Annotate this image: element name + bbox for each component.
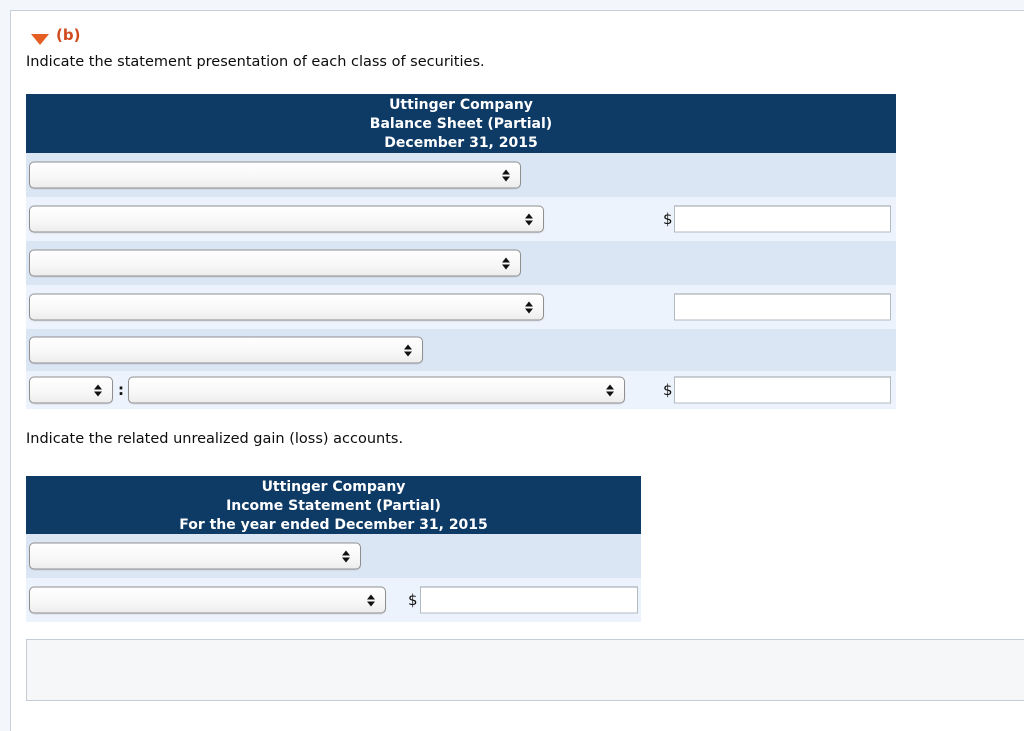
bs-title-statement: Balance Sheet (Partial) (369, 116, 553, 132)
bs-row-1 (26, 153, 896, 197)
is-amount-input[interactable] (420, 586, 638, 614)
bs-select-6b[interactable] (128, 376, 625, 404)
section-label: (b) (56, 26, 81, 44)
instruction-unrealized: Indicate the related unrealized gain (lo… (26, 431, 404, 447)
is-row-1 (26, 534, 641, 578)
dollar-sign: $ (408, 591, 418, 609)
bs-select-6a[interactable] (29, 376, 113, 404)
instruction-presentation: Indicate the statement presentation of e… (26, 54, 485, 70)
dollar-sign: $ (663, 381, 673, 399)
select-arrows-icon (367, 594, 375, 606)
select-arrows-icon (525, 301, 533, 313)
dollar-sign: $ (663, 210, 673, 228)
select-arrows-icon (342, 550, 350, 562)
bs-select-2[interactable] (29, 205, 544, 233)
is-title-statement: Income Statement (Partial) (226, 498, 441, 514)
select-arrows-icon (525, 213, 533, 225)
bs-row-4 (26, 285, 896, 329)
bs-amount-input-1[interactable] (674, 205, 891, 233)
bs-select-4[interactable] (29, 293, 544, 321)
income-statement-header: Uttinger Company Income Statement (Parti… (26, 476, 641, 534)
select-arrows-icon (606, 384, 614, 396)
bs-select-3[interactable] (29, 249, 521, 277)
is-select-1[interactable] (29, 542, 361, 570)
separator-colon: : (118, 381, 124, 399)
bs-row-5 (26, 329, 896, 371)
select-arrows-icon (404, 344, 412, 356)
bs-title-company: Uttinger Company (389, 97, 533, 113)
balance-sheet-table: Uttinger Company Balance Sheet (Partial)… (26, 94, 896, 409)
bs-row-2: $ (26, 197, 896, 241)
select-arrows-icon (502, 169, 510, 181)
bs-select-5[interactable] (29, 336, 423, 364)
is-row-2: $ (26, 578, 641, 622)
income-statement-table: Uttinger Company Income Statement (Parti… (26, 476, 641, 622)
select-arrows-icon (94, 384, 102, 396)
is-select-2[interactable] (29, 586, 386, 614)
collapse-triangle-icon[interactable] (31, 34, 49, 45)
bs-amount-input-3[interactable] (674, 376, 891, 404)
next-section-panel (26, 639, 1024, 701)
balance-sheet-header: Uttinger Company Balance Sheet (Partial)… (26, 94, 896, 153)
bs-select-1[interactable] (29, 161, 521, 189)
is-title-period: For the year ended December 31, 2015 (179, 517, 488, 533)
bs-row-3 (26, 241, 896, 285)
bs-amount-input-2[interactable] (674, 293, 891, 321)
bs-title-date: December 31, 2015 (384, 135, 538, 151)
select-arrows-icon (502, 257, 510, 269)
is-title-company: Uttinger Company (261, 479, 406, 495)
bs-row-6: : $ (26, 371, 896, 409)
question-part-panel: (b) Indicate the statement presentation … (10, 10, 1024, 731)
